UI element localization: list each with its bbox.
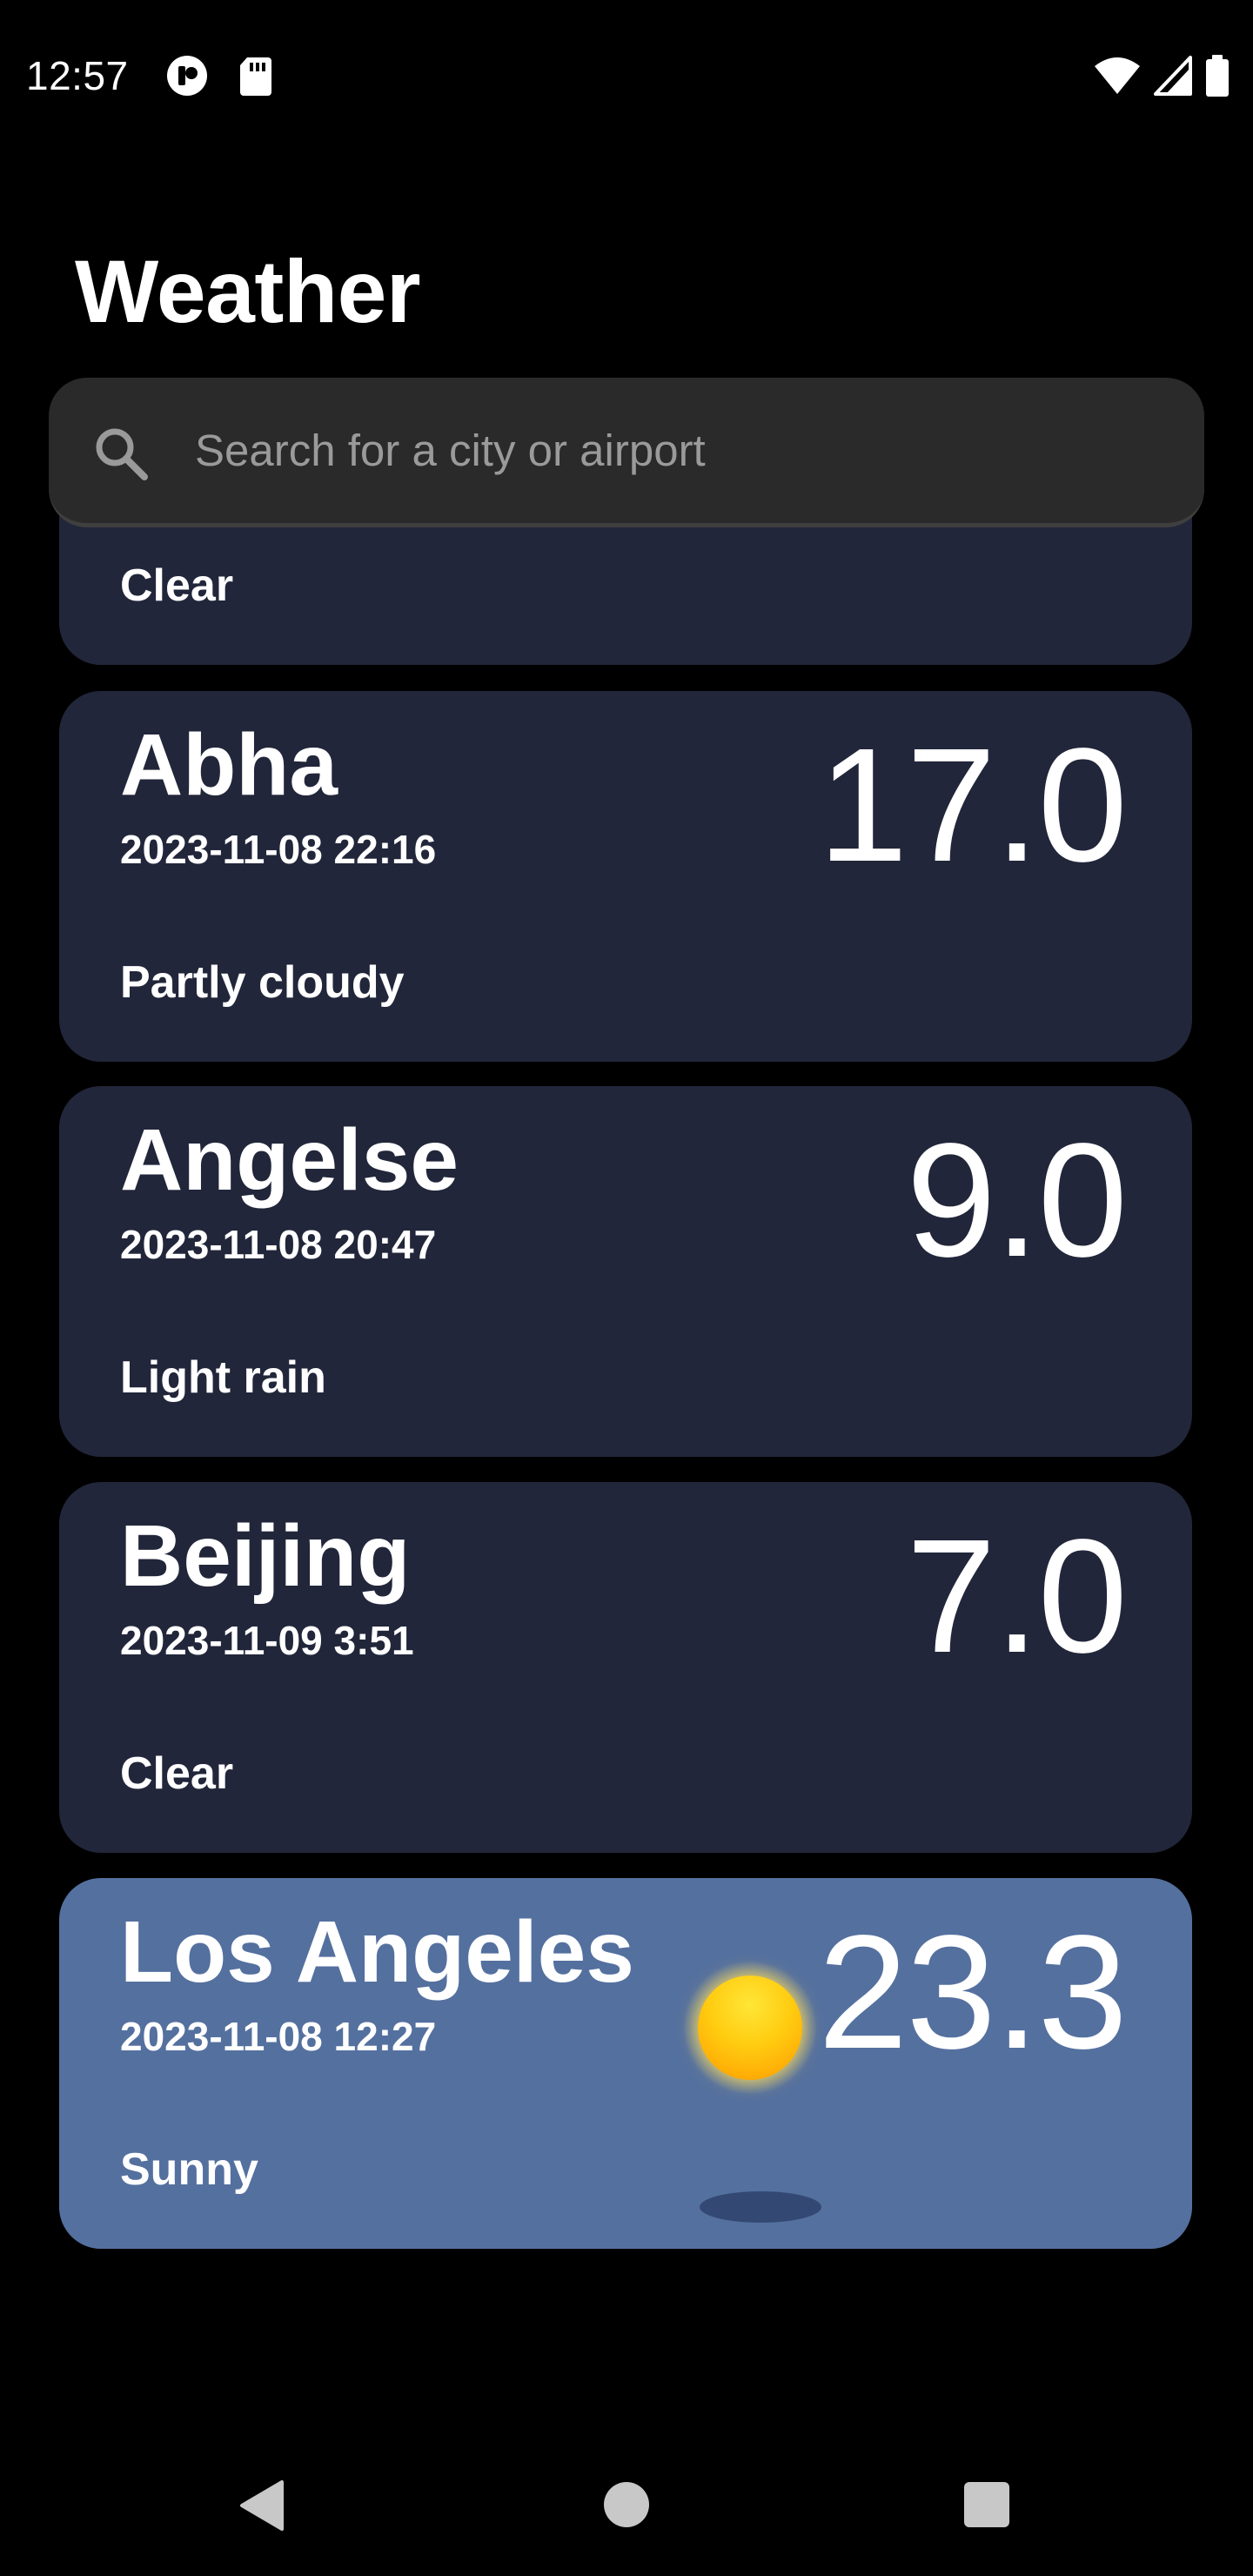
status-time: 12:57 (26, 53, 129, 98)
card-condition: Sunny (120, 2144, 258, 2195)
card-city-name: Los Angeles (120, 1903, 634, 2001)
card-condition: Clear (120, 1748, 234, 1799)
search-bar[interactable]: Search for a city or airport (49, 378, 1204, 527)
card-condition: Partly cloudy (120, 957, 405, 1008)
recents-icon[interactable] (964, 2482, 1009, 2527)
status-right-icons (1093, 54, 1230, 97)
page-title: Weather (75, 242, 421, 341)
search-input[interactable]: Search for a city or airport (195, 426, 706, 475)
card-condition: Clear (120, 560, 234, 611)
card-temperature: 23.3 (817, 1902, 1128, 2083)
sd-card-icon (240, 57, 271, 96)
city-card-beijing[interactable]: Beijing 2023-11-09 3:51 Clear 7.0 (59, 1482, 1192, 1853)
sun-icon (684, 1962, 816, 2094)
battery-icon (1206, 55, 1229, 97)
card-temperature: 17.0 (817, 715, 1128, 896)
card-city-name: Abha (120, 716, 338, 814)
sun-shadow (700, 2191, 821, 2223)
city-card-abha[interactable]: Abha 2023-11-08 22:16 Partly cloudy 17.0 (59, 691, 1192, 1062)
card-city-name: Beijing (120, 1507, 411, 1605)
back-icon[interactable] (238, 2479, 285, 2532)
home-icon[interactable] (604, 2482, 649, 2527)
navigation-bar (0, 2437, 1253, 2576)
city-card-los-angeles[interactable]: Los Angeles 2023-11-08 12:27 Sunny 23.3 (59, 1878, 1192, 2249)
card-temperature: 7.0 (906, 1506, 1128, 1687)
wifi-icon (1095, 57, 1140, 94)
card-local-time: 2023-11-09 3:51 (120, 1618, 414, 1663)
card-local-time: 2023-11-08 20:47 (120, 1222, 437, 1267)
status-bar: 12:57 (0, 0, 1253, 148)
card-condition: Light rain (120, 1352, 326, 1403)
card-local-time: 2023-11-08 22:16 (120, 827, 437, 872)
card-city-name: Angelse (120, 1111, 459, 1209)
city-card-angelse[interactable]: Angelse 2023-11-08 20:47 Light rain 9.0 (59, 1086, 1192, 1457)
card-local-time: 2023-11-08 12:27 (120, 2014, 437, 2059)
card-temperature: 9.0 (906, 1110, 1128, 1291)
search-icon (96, 428, 148, 480)
media-notification-icon (167, 56, 207, 96)
cellular-signal-icon (1154, 56, 1192, 96)
